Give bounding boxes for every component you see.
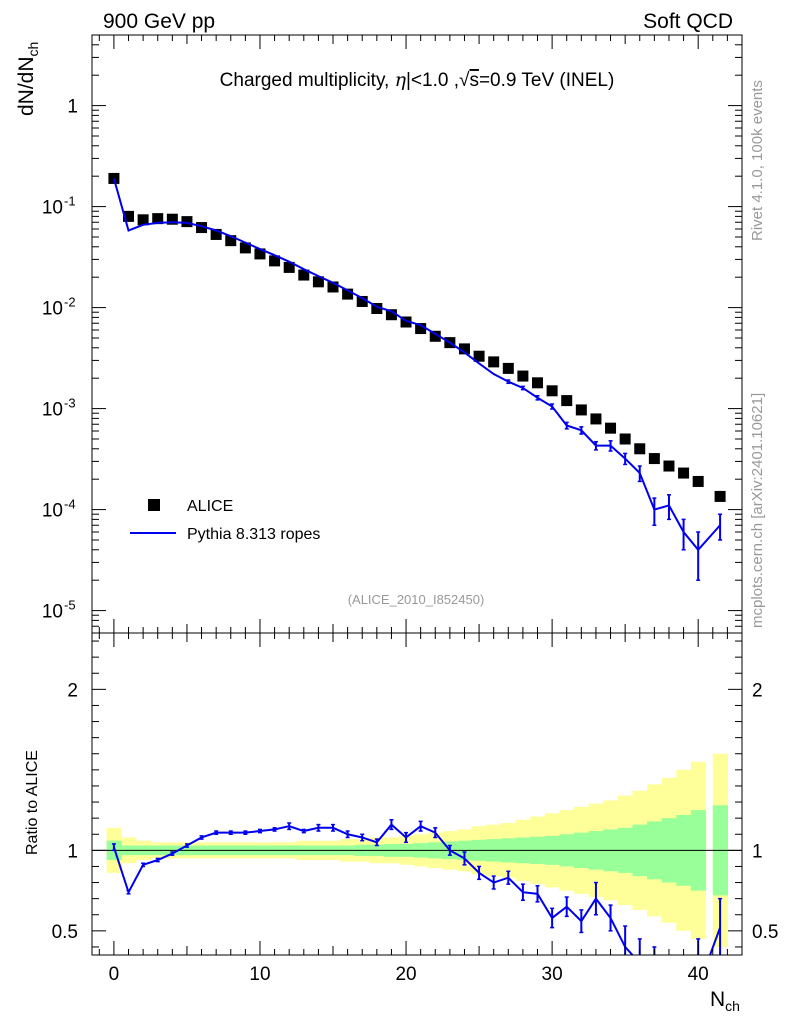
- alice-point: [619, 433, 631, 445]
- alice-point: [356, 295, 368, 307]
- ratio-ylabel: Ratio to ALICE: [24, 750, 41, 855]
- alice-point: [371, 302, 383, 314]
- title-part-2: |<1.0 ,: [406, 70, 459, 91]
- main-ytick-exponent: -2: [64, 295, 76, 310]
- ratio-ytick-label-left: 1: [67, 841, 78, 862]
- alice-point: [283, 261, 295, 273]
- plot-title: Charged multiplicity, η|<1.0 ,√s=0.9 TeV…: [220, 69, 615, 91]
- x-axis-label: Nch: [710, 988, 740, 1014]
- main-ylabel: dN/dNch: [15, 42, 41, 116]
- mcplots-label: mcplots.cern.ch [arXiv:2401.10621]: [749, 393, 766, 628]
- main-ytick-label: 10: [42, 400, 63, 421]
- main-ytick-label: 10: [42, 198, 63, 219]
- alice-point: [196, 222, 208, 234]
- main-ytick-label: 10: [42, 299, 63, 320]
- main-ytick-exponent: -4: [64, 497, 76, 512]
- alice-point: [488, 356, 500, 368]
- xtick-label: 30: [542, 964, 563, 985]
- ratio-line: [112, 823, 722, 955]
- alice-point: [342, 288, 354, 300]
- analysis-label: (ALICE_2010_I852450): [348, 592, 485, 607]
- alice-point: [575, 404, 587, 416]
- ratio-ytick-label-left: 2: [67, 680, 78, 701]
- main-ytick-label: 1: [67, 97, 78, 118]
- alice-point: [312, 276, 324, 288]
- title-eta: η: [395, 69, 407, 91]
- alice-point: [429, 330, 441, 342]
- alice-point: [415, 323, 427, 335]
- ratio-ytick-label-right: 1: [752, 841, 763, 862]
- ratio-ytick-label-right: 0.5: [752, 922, 778, 943]
- header-right: Soft QCD: [643, 10, 733, 33]
- xtick-label: 40: [688, 964, 709, 985]
- xtick-label: 10: [249, 964, 270, 985]
- ratio-frame: [91, 632, 743, 956]
- alice-point: [298, 269, 310, 281]
- title-s: s: [469, 70, 479, 91]
- axes: 10 -510 -410 -310 -210 -110 10 20 30 400.5 0.51 12 2: [42, 34, 778, 985]
- title-part-3: =0.9 TeV (INEL): [479, 70, 614, 91]
- legend-alice-marker: [148, 499, 160, 511]
- pythia-line: [112, 178, 721, 552]
- alice-point: [648, 453, 660, 465]
- alice-point: [561, 395, 573, 407]
- alice-point: [502, 362, 514, 374]
- alice-point: [532, 377, 544, 389]
- main-ylabel-text: dN/dNch: [15, 42, 41, 116]
- ratio-series: [111, 819, 723, 955]
- xtick-label: 0: [109, 964, 120, 985]
- alice-point: [605, 422, 617, 434]
- main-ytick-label: 10: [42, 501, 63, 522]
- legend-pythia-label: Pythia 8.313 ropes: [187, 526, 320, 543]
- alice-point: [254, 248, 266, 260]
- svg-text:Rivet 4.1.0, 100k events: Rivet 4.1.0, 100k events: [749, 80, 766, 241]
- main-ytick-label: 10: [42, 602, 63, 623]
- alice-point: [210, 228, 222, 240]
- alice-point: [458, 343, 470, 355]
- svg-text:mcplots.cern.ch [arXiv:2401.10: mcplots.cern.ch [arXiv:2401.10621]: [749, 393, 766, 628]
- alice-point: [152, 213, 164, 225]
- alice-point: [590, 413, 602, 425]
- header-left: 900 GeV pp: [103, 10, 215, 33]
- main-ytick-exponent: -3: [64, 396, 76, 411]
- alice-point: [123, 210, 135, 222]
- alice-point: [692, 475, 704, 487]
- alice-point: [546, 385, 558, 397]
- alice-point: [400, 316, 412, 328]
- ratio-ylabel-text: Ratio to ALICE: [24, 750, 41, 855]
- alice-point: [678, 467, 690, 479]
- main-ytick-exponent: -5: [64, 598, 76, 613]
- ratio-ytick-label-right: 2: [752, 680, 763, 701]
- main-ytick-exponent: -1: [64, 194, 76, 209]
- alice-point: [239, 242, 251, 254]
- legend-alice-label: ALICE: [187, 498, 233, 515]
- alice-point: [473, 350, 485, 362]
- alice-point: [714, 490, 726, 502]
- alice-point: [327, 281, 339, 293]
- alice-point: [269, 255, 281, 267]
- alice-point: [137, 214, 149, 226]
- alice-point: [634, 443, 646, 455]
- title-sqrt: √: [459, 70, 470, 91]
- ratio-uncertainty-bands: [92, 753, 742, 947]
- alice-point: [663, 460, 675, 472]
- alice-point: [181, 216, 193, 228]
- ratio-ytick-label-left: 0.5: [52, 922, 78, 943]
- legend: ALICE Pythia 8.313 ropes: [130, 498, 320, 543]
- alice-point: [385, 309, 397, 321]
- alice-point: [517, 370, 529, 382]
- title-part-1: Charged multiplicity,: [220, 70, 395, 91]
- xtick-label: 20: [395, 964, 416, 985]
- alice-point: [166, 213, 178, 225]
- rivet-label: Rivet 4.1.0, 100k events: [749, 80, 766, 241]
- main-series: [108, 172, 726, 581]
- alice-point: [225, 235, 237, 247]
